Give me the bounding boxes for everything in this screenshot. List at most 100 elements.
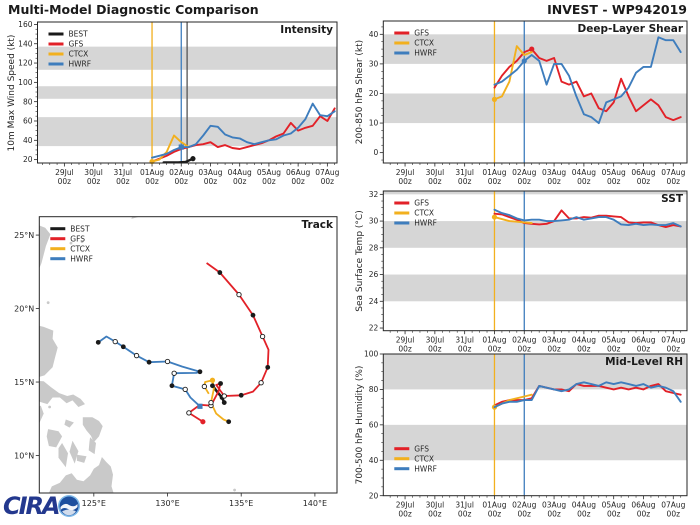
track-marker-12h (182, 386, 188, 393)
page-title: Multi-Model Diagnostic Comparison (8, 2, 259, 17)
tick-label: 04Aug (572, 336, 596, 345)
land-polygon (131, 216, 140, 219)
tick-label: 00z (547, 177, 561, 186)
tick-label: 02Aug (512, 336, 536, 345)
tick-label: 06Aug (631, 501, 655, 510)
tick-label: 10°N (14, 451, 34, 460)
land-polygon (46, 429, 63, 448)
tick-label: 80 (23, 97, 33, 106)
tick-label: 00z (458, 510, 472, 519)
track-init-marker-CTCX (209, 377, 216, 383)
shear-frame (382, 20, 688, 164)
track-marker-24h (221, 400, 227, 406)
sst-frame (382, 190, 688, 332)
intensity-frame (37, 21, 338, 164)
track-marker-24h (217, 270, 223, 275)
tick-label: 04Aug (572, 168, 596, 177)
tick-label: 00z (428, 510, 442, 519)
tick-label: BEST (70, 224, 90, 233)
tick-label: 30 (369, 59, 379, 68)
track-marker-12h (171, 370, 177, 376)
land-polygon (76, 454, 87, 463)
tick-label: 60 (23, 117, 33, 126)
tick-label: 05Aug (602, 336, 626, 345)
tick-label: 00z (458, 345, 472, 354)
track-line-HWRF (97, 335, 201, 407)
tick-label: 28 (369, 243, 379, 252)
track-marker-24h (226, 419, 232, 425)
track-map: 125°E 130°E 135°E 140°E 10°N 15°N 20°N 25°N BEST… (14, 216, 338, 508)
track-marker-12h (201, 383, 208, 390)
tick-label: 00z (321, 177, 335, 186)
shear-chart: 01020304029Jul00z30Jul00z31Jul00z01Aug00… (369, 20, 688, 186)
tick-label: 00z (428, 345, 442, 354)
track-marker-12h (221, 393, 227, 399)
shear-HWRF-init-marker (521, 58, 527, 64)
intensity-chart: 2040608010012014016029Jul00z30Jul00z31Ju… (18, 20, 340, 186)
shaded-band (383, 221, 687, 248)
shear-panel-label: Deep-Layer Shear (577, 23, 683, 35)
tick-label: 0 (374, 148, 379, 157)
intensity-BEST-init-marker (190, 156, 196, 162)
track-frame (38, 216, 338, 494)
tick-label: 00z (518, 510, 532, 519)
shaded-band (383, 424, 687, 461)
tick-label: 00z (637, 177, 651, 186)
tick-label: 00z (488, 345, 502, 354)
track-marker-24h (197, 369, 203, 375)
tick-label: 06Aug (631, 336, 655, 345)
shaded-band (383, 191, 687, 195)
tick-label: 00z (488, 177, 502, 186)
island-dot (80, 240, 84, 244)
tick-label: 20 (369, 491, 379, 500)
tick-label: 20 (23, 155, 33, 164)
tick-label: 03Aug (198, 168, 222, 177)
track-marker-12h (258, 380, 264, 386)
shear-CTCX-init-marker (491, 96, 498, 102)
tick-label: 05Aug (257, 168, 281, 177)
tick-label: 00z (58, 177, 72, 186)
tick-label: 00z (577, 510, 591, 519)
tick-label: CTCX (414, 39, 434, 48)
tick-label: 29Jul (396, 501, 415, 510)
tick-label: 04Aug (228, 168, 252, 177)
tick-label: 07Aug (315, 168, 339, 177)
tick-label: 00z (291, 177, 305, 186)
tick-label: 15°N (14, 378, 34, 387)
track-marker-24h (265, 364, 271, 370)
tick-label: 20 (369, 89, 379, 98)
rh-chart: 2040608010029Jul00z30Jul00z31Jul00z01Aug… (364, 350, 688, 519)
tick-label: 31Jul (455, 336, 474, 345)
cira-logo: CIRA (3, 494, 81, 518)
tick-label: 30Jul (426, 501, 445, 510)
rh-frame (382, 353, 688, 497)
tick-label: 80 (369, 385, 379, 394)
tick-label: 03Aug (542, 168, 566, 177)
tick-label: GFS (414, 29, 429, 38)
sst-y-axis-label: Sea Surface Temp (°C) (355, 210, 365, 312)
tick-label: 00z (262, 177, 276, 186)
island-dot (48, 405, 52, 409)
tick-label: 01Aug (140, 168, 164, 177)
tick-label: CTCX (414, 209, 434, 218)
tick-label: GFS (414, 199, 429, 208)
tick-label: 00z (637, 510, 651, 519)
land-polygon (39, 381, 85, 407)
track-marker-12h (164, 358, 171, 365)
tick-label: 25°N (14, 231, 34, 240)
shaded-band (383, 274, 687, 302)
shear-GFS-init-marker (529, 46, 535, 52)
tick-label: 30Jul (426, 336, 445, 345)
tick-label: 100 (18, 78, 33, 87)
sst-panel-label: SST (661, 193, 683, 205)
tick-label: CTCX (69, 50, 89, 59)
track-marker-12h (112, 338, 118, 345)
tick-label: 24 (369, 297, 379, 306)
tick-label: HWRF (414, 464, 437, 473)
land-polygon (88, 437, 96, 455)
tick-label: 07Aug (661, 501, 685, 510)
tick-label: 01Aug (482, 501, 506, 510)
tick-label: 00z (458, 177, 472, 186)
land-polygon (39, 325, 58, 377)
